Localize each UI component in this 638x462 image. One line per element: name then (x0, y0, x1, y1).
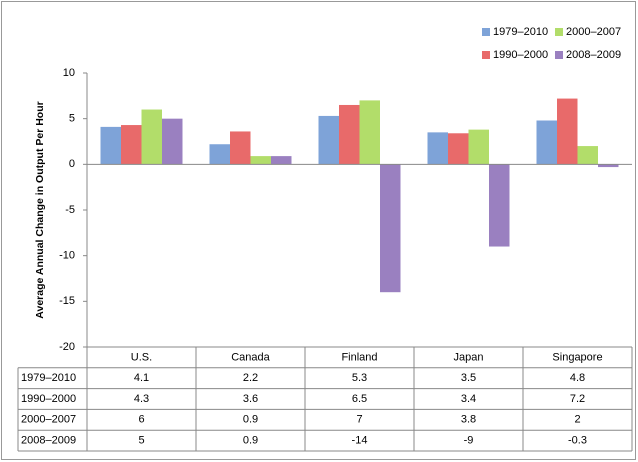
bar (339, 104, 360, 165)
legend-swatch (482, 28, 490, 36)
legend-label: 2008–2009 (566, 49, 621, 61)
table-cell: 7.2 (570, 393, 585, 405)
table-cell: 4.3 (134, 393, 149, 405)
x-tick-label: U.S. (131, 351, 152, 363)
bar (489, 164, 510, 247)
legend-swatch (482, 51, 490, 59)
table-cell: 4.8 (570, 372, 585, 384)
table-cell: 3.5 (461, 372, 476, 384)
y-tick-label: -15 (59, 295, 75, 307)
y-tick-label: -5 (65, 204, 75, 216)
table-cell: -9 (464, 435, 474, 447)
table-cell: 3.4 (461, 393, 476, 405)
bar (250, 156, 271, 165)
table-cell: 6.5 (352, 393, 367, 405)
x-tick-label: Canada (231, 351, 270, 363)
legend-swatch (555, 28, 563, 36)
table-cell: -14 (352, 435, 368, 447)
bar (209, 144, 230, 165)
bar (598, 164, 619, 168)
table-cell: 0.9 (243, 414, 258, 426)
table-cell: 0.9 (243, 435, 258, 447)
table-cell: 3.8 (461, 414, 476, 426)
bar (230, 131, 251, 165)
table-cell: 5 (138, 435, 144, 447)
bar (100, 126, 121, 165)
bar (557, 98, 578, 165)
y-tick-label: 10 (63, 67, 75, 79)
bar (359, 100, 380, 165)
table-cell: 3.6 (243, 393, 258, 405)
legend-label: 1979–2010 (493, 26, 548, 38)
y-tick-label: 0 (69, 158, 75, 170)
table-row-label: 2000–2007 (21, 414, 76, 426)
bar (380, 164, 401, 293)
bar (448, 133, 469, 165)
bar (536, 120, 557, 165)
table-cell: -0.3 (568, 435, 587, 447)
bar (468, 129, 489, 165)
table-cell: 2 (574, 414, 580, 426)
y-tick-label: -20 (59, 341, 75, 353)
legend-swatch (555, 51, 563, 59)
table-cell: 2.2 (243, 372, 258, 384)
table-cell: 5.3 (352, 372, 367, 384)
legend-label: 1990–2000 (493, 49, 548, 61)
bar (162, 118, 183, 165)
y-tick-label: 5 (69, 113, 75, 125)
x-tick-label: Japan (454, 351, 484, 363)
table-row-label: 2008–2009 (21, 435, 76, 447)
table-cell: 4.1 (134, 372, 149, 384)
x-tick-label: Finland (341, 351, 377, 363)
table-row-label: 1979–2010 (21, 372, 76, 384)
bar (141, 109, 162, 165)
table-cell: 7 (356, 414, 362, 426)
y-tick-label: -10 (59, 250, 75, 262)
bar (427, 132, 448, 165)
table-cell: 6 (138, 414, 144, 426)
x-tick-label: Singapore (552, 351, 602, 363)
bar (318, 115, 339, 165)
table-row-label: 1990–2000 (21, 393, 76, 405)
legend-label: 2000–2007 (566, 26, 621, 38)
bar (577, 146, 598, 165)
bar (271, 156, 292, 165)
bar (121, 125, 142, 165)
y-axis-label: Average Annual Change in Output Per Hour (34, 101, 46, 318)
